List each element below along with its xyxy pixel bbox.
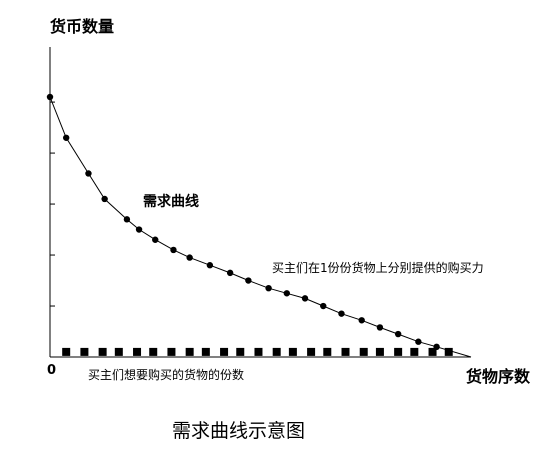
origin-label: 0: [47, 363, 56, 378]
demand-point: [186, 254, 193, 261]
demand-point: [283, 290, 291, 297]
quantity-marker: [98, 347, 107, 356]
demand-point: [415, 338, 422, 345]
x-axis-label: 货物序数: [466, 367, 531, 386]
demand-point: [62, 134, 70, 141]
demand-point: [376, 324, 384, 331]
purchasing-power-label: 买主们在1份份货物上分别提供的购买力: [272, 260, 484, 275]
demand-point: [226, 269, 234, 277]
demand-point: [123, 216, 131, 223]
quantity-marker: [185, 347, 194, 356]
demand-point: [85, 170, 92, 177]
quantity-marker: [254, 347, 263, 356]
quantity-marker: [307, 347, 316, 356]
quantity-marker: [428, 347, 437, 356]
quantity-label: 买主们想要购买的货物的份数: [88, 367, 244, 382]
demand-point: [206, 262, 214, 269]
demand-point: [245, 277, 252, 284]
curve-name-label: 需求曲线: [143, 193, 199, 210]
quantity-marker: [133, 347, 142, 356]
demand-point: [394, 330, 402, 338]
demand-curve-line: [49, 96, 472, 358]
quantity-marker: [444, 347, 453, 356]
demand-point: [170, 246, 177, 254]
demand-point: [135, 226, 143, 233]
demand-point: [101, 195, 108, 203]
quantity-marker: [375, 347, 384, 356]
demand-point: [152, 236, 159, 243]
quantity-marker: [167, 347, 176, 356]
quantity-marker: [323, 347, 332, 356]
demand-point: [301, 295, 309, 302]
demand-point: [265, 284, 272, 292]
quantity-marker: [62, 347, 71, 356]
quantity-marker: [114, 347, 123, 356]
chart-title: 需求曲线示意图: [172, 420, 305, 442]
quantity-marker: [394, 347, 403, 356]
demand-point: [320, 302, 327, 310]
demand-point: [338, 310, 345, 317]
y-axis-label: 货币数量: [50, 17, 114, 36]
demand-point: [46, 93, 54, 101]
quantity-marker: [359, 347, 368, 356]
quantity-marker: [410, 347, 419, 356]
demand-point: [358, 317, 365, 324]
quantity-marker: [80, 347, 89, 356]
quantity-marker: [341, 347, 350, 356]
quantity-marker: [288, 347, 297, 356]
quantity-marker: [236, 347, 245, 356]
quantity-marker: [272, 347, 281, 356]
quantity-marker: [201, 347, 210, 356]
quantity-marker: [149, 347, 158, 356]
quantity-marker: [220, 347, 229, 356]
